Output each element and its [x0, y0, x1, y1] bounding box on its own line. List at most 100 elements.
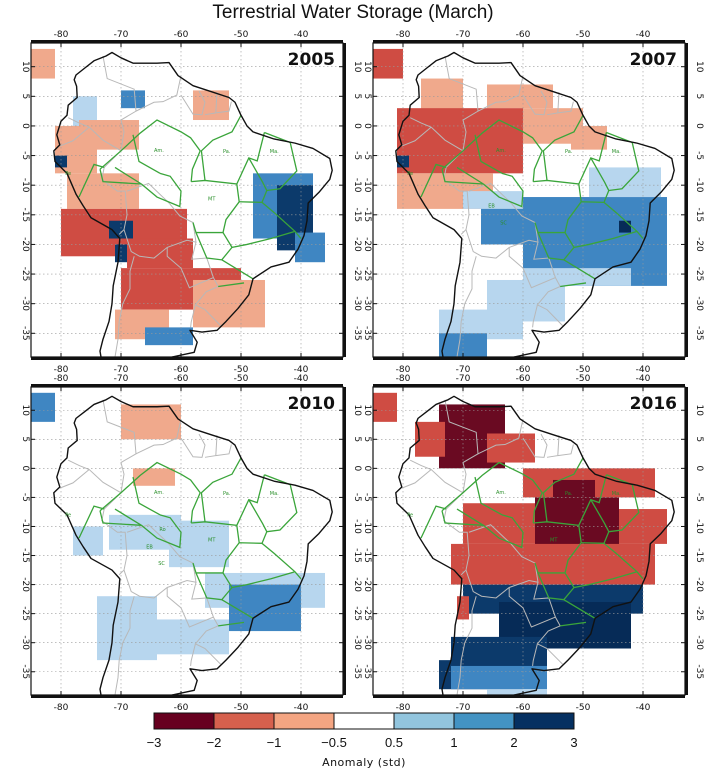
lon-tick-label-top: -80 [396, 30, 411, 40]
lat-tick-label-right: -20 [694, 577, 704, 592]
anomaly-cell [31, 392, 55, 422]
region-boundary [191, 521, 240, 574]
region-boundary [533, 179, 582, 234]
colorbar-tick-label: −1 [267, 735, 282, 750]
country-border [190, 643, 196, 667]
lat-tick-label-right: 10 [694, 61, 704, 73]
country-border [135, 418, 182, 455]
lon-tick-label-top: -50 [576, 30, 591, 40]
lat-tick-label-left: 5 [362, 436, 372, 442]
region-boundary [606, 131, 640, 192]
region-boundary [99, 169, 142, 185]
lat-tick-label-right: 10 [694, 405, 704, 417]
lat-tick-label-right: -10 [694, 178, 704, 193]
lon-tick-label-bottom: -50 [234, 703, 249, 713]
lat-tick-label-left: -25 [20, 267, 30, 282]
region-boundary [261, 201, 302, 239]
region-boundary [563, 599, 596, 619]
region-boundary [606, 474, 640, 533]
lon-tick-label-top: -70 [456, 374, 471, 384]
lat-tick-label-right: -25 [694, 606, 704, 621]
lat-tick-label-left: -30 [362, 635, 372, 650]
region-boundary [195, 232, 233, 261]
lat-tick-label-left: -5 [20, 493, 30, 502]
country-border [194, 277, 221, 326]
country-border [101, 492, 128, 576]
country-border [401, 469, 432, 489]
region-boundary [78, 505, 105, 539]
region-label: Am. [496, 148, 506, 154]
colorbar-tick-label: 3 [570, 735, 577, 750]
country-border [477, 75, 524, 112]
country-border [456, 256, 477, 357]
region-boundary [563, 259, 596, 280]
country-border [180, 433, 206, 458]
region-label: Pe [65, 513, 71, 519]
region-boundary [482, 172, 524, 208]
colorbar-segment [273, 712, 335, 730]
anomaly-cell [97, 596, 157, 661]
colorbar-tick-label: 1 [450, 735, 457, 750]
lat-tick-label-left: -25 [362, 606, 372, 621]
lat-tick-label-left: -10 [20, 519, 30, 534]
lat-tick-label-right: -30 [352, 635, 362, 650]
anomaly-cell [373, 392, 397, 422]
country-border [522, 433, 548, 458]
country-border [443, 150, 470, 235]
country-border [101, 150, 128, 235]
lon-tick-label-bottom: -60 [516, 703, 531, 713]
region-boundary [482, 514, 524, 549]
lat-tick-label-left: 10 [362, 61, 372, 73]
region-label: Ma. [612, 491, 621, 497]
region-label: MT [550, 538, 558, 544]
lon-tick-label-top: -50 [234, 30, 249, 40]
lon-tick-label-top: -70 [114, 30, 129, 40]
region-boundary [537, 572, 575, 601]
region-label: Pa. [565, 491, 573, 497]
lon-tick-label-top: -70 [114, 374, 129, 384]
region-label: Pa. [223, 491, 231, 497]
country-border [166, 241, 215, 289]
lat-tick-label-left: -35 [20, 664, 30, 679]
country-border [166, 582, 215, 628]
region-boundary [456, 508, 484, 526]
region-boundary [140, 514, 182, 549]
anomaly-cell [619, 220, 631, 233]
lon-tick-label-bottom: -60 [516, 365, 531, 375]
country-border [194, 616, 221, 665]
lon-tick-label-bottom: -80 [396, 365, 411, 375]
region-label: MT [208, 538, 216, 544]
colorbar-tick-label: −3 [147, 735, 162, 750]
lat-tick-label-right: 5 [352, 93, 362, 99]
country-border [532, 304, 538, 328]
lon-tick-label-bottom: -40 [636, 365, 651, 375]
colorbar-segment [453, 712, 515, 730]
lat-tick-label-right: 10 [352, 405, 362, 417]
frame-bottom-rail [31, 357, 343, 360]
lat-tick-label-right: -25 [352, 267, 362, 282]
region-boundary [99, 510, 142, 526]
region-boundary [218, 621, 245, 627]
lat-tick-label-left: -15 [20, 207, 30, 222]
anomaly-cell [31, 48, 55, 79]
lon-tick-label-top: -80 [54, 30, 69, 40]
frame-right-rail [343, 387, 346, 695]
lon-tick-label-bottom: -60 [174, 703, 189, 713]
region-boundary [542, 114, 584, 181]
anomaly-cell [373, 48, 403, 79]
lat-tick-label-right: -5 [352, 493, 362, 502]
lat-tick-label-right: -10 [352, 178, 362, 193]
anomaly-cell [397, 155, 409, 168]
region-boundary [441, 510, 484, 526]
panel-year-label: 2007 [630, 50, 677, 70]
region-boundary [560, 282, 587, 288]
country-border [465, 524, 539, 599]
lon-tick-label-top: -40 [294, 30, 309, 40]
country-border [456, 596, 477, 695]
colorbar-tick-label: −0.5 [321, 735, 347, 750]
lat-tick-label-right: -20 [694, 237, 704, 252]
anomaly-cell [463, 191, 523, 209]
